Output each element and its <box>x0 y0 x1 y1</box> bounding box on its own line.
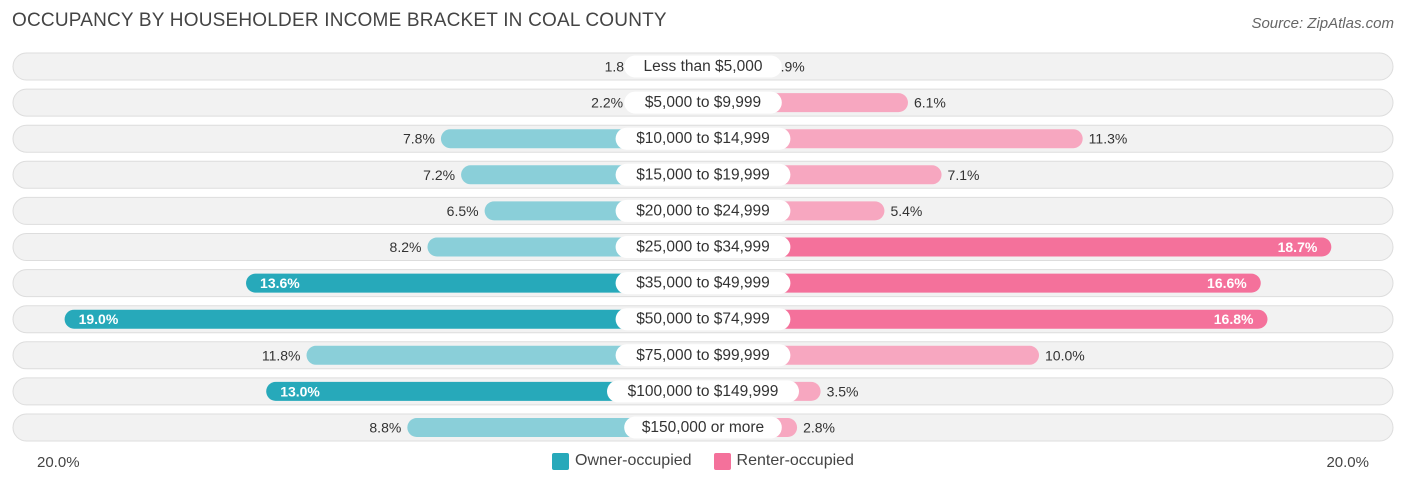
category-label: $25,000 to $34,999 <box>636 239 770 256</box>
axis-label-left: 20.0% <box>37 454 80 471</box>
data-label-owner: 8.2% <box>390 239 422 255</box>
data-label-renter: 16.8% <box>1214 311 1254 327</box>
legend-label-renter: Renter-occupied <box>736 452 854 469</box>
legend-item-renter[interactable]: Renter-occupied <box>713 452 854 470</box>
axis-label-right: 20.0% <box>1326 454 1369 471</box>
bar-owner <box>266 381 703 401</box>
category-label: $20,000 to $24,999 <box>636 202 770 219</box>
category-pill <box>615 127 791 150</box>
category-pill <box>624 91 782 114</box>
category-pill <box>615 308 791 331</box>
category-label: $150,000 or more <box>642 419 764 436</box>
data-label-renter: 3.5% <box>827 383 859 399</box>
data-label-owner: 6.5% <box>447 203 479 219</box>
category-pill <box>615 236 791 258</box>
legend-swatch-owner <box>552 452 570 470</box>
category-pill <box>615 272 791 295</box>
data-label-renter: 2.8% <box>803 420 835 436</box>
legend-label-owner: Owner-occupied <box>575 452 692 469</box>
legend-swatch-renter <box>713 452 731 470</box>
data-label-renter: 5.4% <box>890 203 922 219</box>
bar-owner <box>306 345 703 365</box>
category-label: $100,000 to $149,999 <box>628 383 779 400</box>
category-pill <box>624 55 782 78</box>
data-label-renter: 10.0% <box>1045 347 1085 363</box>
data-label-owner: 13.6% <box>260 275 300 291</box>
bar-renter <box>703 237 1332 257</box>
bar-renter <box>703 309 1268 329</box>
data-label-owner: 7.2% <box>423 167 455 183</box>
chart-source: Source: ZipAtlas.com <box>1251 15 1394 32</box>
category-pill <box>615 163 791 186</box>
bar-owner <box>246 273 704 293</box>
data-label-owner: 13.0% <box>280 383 320 399</box>
category-label: $15,000 to $19,999 <box>636 166 770 183</box>
category-pill <box>615 344 791 367</box>
data-label-renter: 7.1% <box>948 167 980 183</box>
category-label: $50,000 to $74,999 <box>636 311 770 328</box>
data-label-renter: 18.7% <box>1278 239 1318 255</box>
chart-title: OCCUPANCY BY HOUSEHOLDER INCOME BRACKET … <box>12 10 667 31</box>
category-pill <box>607 380 799 403</box>
data-label-owner: 8.8% <box>369 420 401 436</box>
bar-owner <box>64 309 704 329</box>
data-label-owner: 2.2% <box>591 95 623 111</box>
category-pill <box>615 199 791 222</box>
category-label: $75,000 to $99,999 <box>636 347 770 364</box>
category-label: $10,000 to $14,999 <box>636 130 770 147</box>
data-label-renter: 11.3% <box>1089 131 1128 147</box>
data-label-owner: 7.8% <box>403 131 435 147</box>
chart-legend: Owner-occupied Renter-occupied <box>0 452 1406 470</box>
category-label: $35,000 to $49,999 <box>636 275 770 292</box>
bar-renter <box>703 129 1083 149</box>
bar-renter <box>703 273 1261 293</box>
data-label-owner: 19.0% <box>79 311 119 327</box>
data-label-renter: 16.6% <box>1207 275 1247 291</box>
category-label: $5,000 to $9,999 <box>645 94 761 111</box>
category-label: Less than $5,000 <box>644 58 763 75</box>
data-label-renter: 6.1% <box>914 95 946 111</box>
category-pill <box>624 416 782 439</box>
legend-item-owner[interactable]: Owner-occupied <box>552 452 692 470</box>
data-label-owner: 11.8% <box>262 347 301 363</box>
